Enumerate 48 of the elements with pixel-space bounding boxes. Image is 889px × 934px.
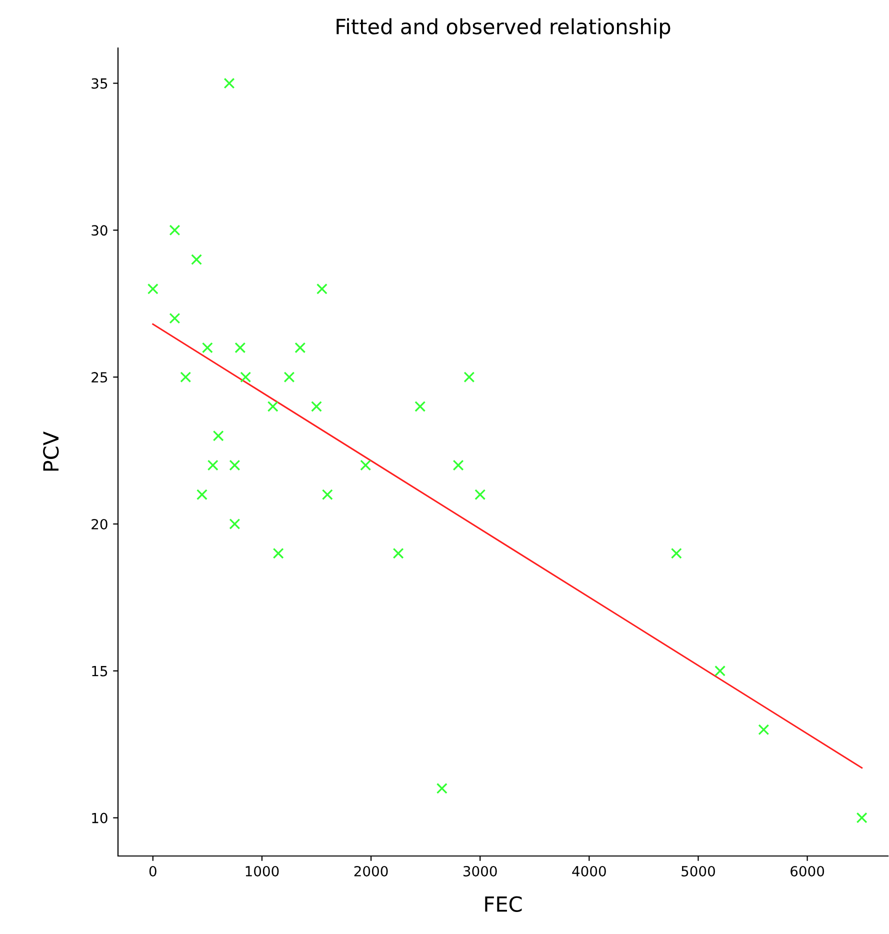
point [224,78,235,89]
point [202,342,213,354]
y-tick-label: 10 [92,812,108,824]
point [229,460,240,471]
x-tick-label: 1000 [246,866,279,876]
point [234,342,246,354]
point [452,460,464,471]
point [294,342,306,354]
y-tick-label: 15 [92,666,108,676]
point [229,518,240,530]
x-tick-label: 3000 [463,866,497,876]
y-tick-label: 30 [92,225,108,236]
point [272,548,284,559]
point [240,372,252,383]
point [436,782,448,794]
point [267,400,278,412]
point [311,400,322,412]
point [322,489,333,500]
x-axis-title: FEC [485,896,522,912]
y-tick-label: 35 [92,78,108,89]
x-tick-label: 0 [149,866,156,876]
point [316,283,328,294]
point [169,312,180,324]
y-axis-title: PCV [43,431,59,471]
x-tick-label: 6000 [790,866,824,876]
point [414,400,426,412]
point [758,724,770,736]
point [392,548,404,559]
point [464,372,475,383]
point [196,489,208,500]
point [670,548,682,559]
point [474,489,486,500]
x-tick-label: 2000 [354,866,388,876]
point [856,812,868,824]
point [207,460,218,471]
point [284,372,295,383]
chart-title: Fitted and observed relationship [336,18,670,38]
point [212,430,224,442]
point [191,254,202,266]
point [180,372,192,383]
point [714,665,726,676]
y-tick-label: 25 [92,372,108,383]
point [169,224,180,236]
point [360,460,372,471]
y-tick-label: 20 [92,518,108,530]
x-tick-label: 4000 [572,866,606,876]
point [147,283,158,294]
x-tick-label: 5000 [682,866,715,876]
